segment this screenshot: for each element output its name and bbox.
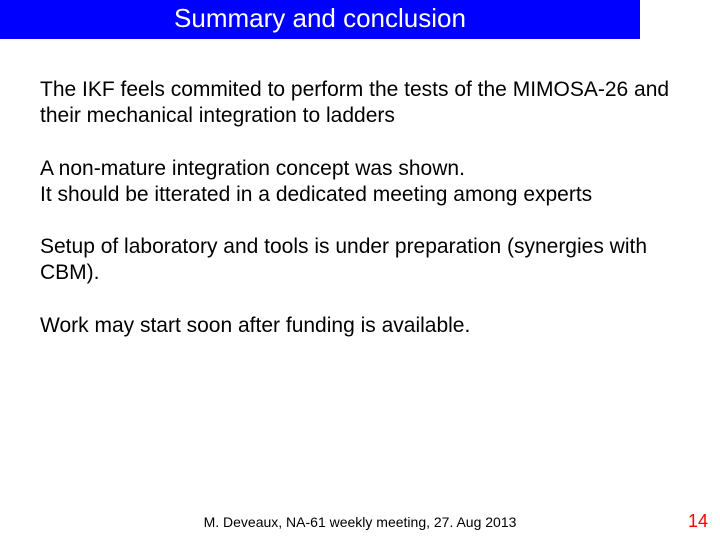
slide-title: Summary and conclusion — [174, 3, 466, 33]
page-number-value: 14 — [688, 511, 708, 531]
paragraph-1: The IKF feels commited to perform the te… — [40, 77, 680, 130]
slide-footer: M. Deveaux, NA-61 weekly meeting, 27. Au… — [0, 514, 720, 530]
footer-text: M. Deveaux, NA-61 weekly meeting, 27. Au… — [204, 514, 517, 530]
slide-title-bar: Summary and conclusion — [0, 0, 640, 39]
page-number: 14 — [688, 511, 708, 532]
paragraph-4: Work may start soon after funding is ava… — [40, 313, 680, 339]
paragraph-3: Setup of laboratory and tools is under p… — [40, 234, 680, 287]
paragraph-2: A non-mature integration concept was sho… — [40, 156, 680, 209]
slide-body: The IKF feels commited to perform the te… — [0, 39, 720, 339]
